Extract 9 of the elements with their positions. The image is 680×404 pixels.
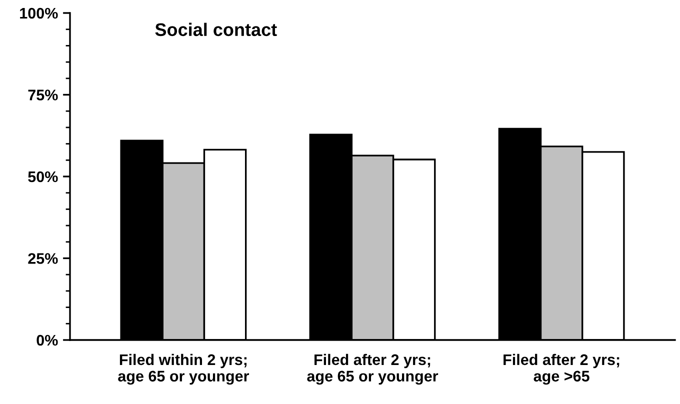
y-tick-label: 75%: [28, 90, 58, 100]
y-tick-label: 0%: [36, 334, 58, 346]
y-tick-label: 100%: [20, 8, 58, 19]
y-tick-label: 25%: [28, 253, 58, 264]
y-tick-label: 50%: [28, 171, 58, 182]
chart-title: Social contact: [155, 22, 277, 36]
x-tick-label: Filed within 2 yrs; age 65 or younger: [118, 354, 250, 385]
x-tick-label: Filed after 2 yrs; age >65: [504, 354, 620, 385]
x-tick-label: Filed after 2 yrs; age 65 or younger: [307, 354, 438, 385]
